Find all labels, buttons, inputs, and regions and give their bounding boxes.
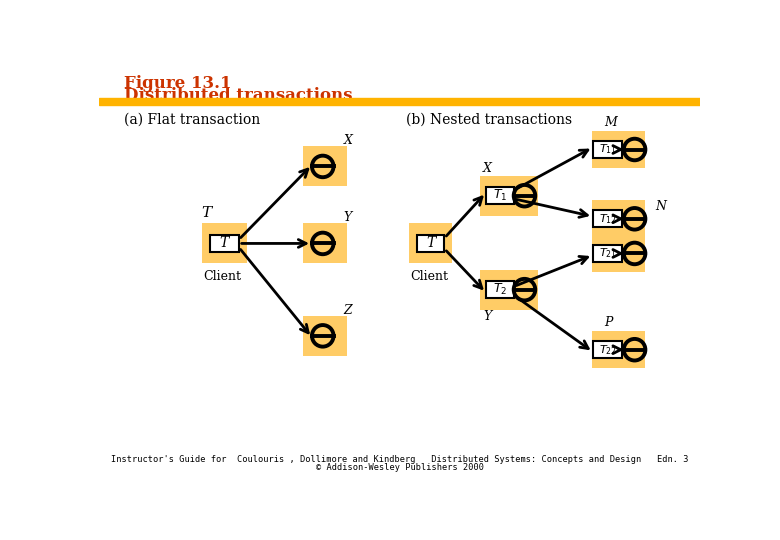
Text: Client: Client — [204, 271, 242, 284]
Bar — [592, 331, 644, 368]
Text: P: P — [604, 316, 612, 329]
Bar — [303, 224, 347, 264]
Bar — [409, 224, 452, 264]
Text: T: T — [426, 237, 435, 251]
Text: M: M — [604, 116, 616, 129]
Text: © Addison-Wesley Publishers 2000: © Addison-Wesley Publishers 2000 — [316, 463, 484, 472]
Text: T: T — [201, 206, 211, 220]
Text: Y: Y — [343, 211, 352, 224]
Text: X: X — [483, 162, 491, 175]
Bar — [593, 245, 622, 262]
Bar — [592, 235, 644, 272]
Text: T: T — [219, 237, 229, 251]
Text: Distributed transactions: Distributed transactions — [124, 87, 353, 104]
Bar — [417, 235, 445, 252]
Bar — [202, 224, 246, 264]
Bar — [303, 316, 347, 356]
Text: $T_{22}$: $T_{22}$ — [599, 343, 617, 356]
Bar — [593, 210, 622, 227]
Text: Z: Z — [343, 303, 352, 316]
Text: $T_{21}$: $T_{21}$ — [599, 247, 617, 260]
Text: Instructor's Guide for  Coulouris , Dollimore and Kindberg   Distributed Systems: Instructor's Guide for Coulouris , Dolli… — [111, 455, 689, 464]
Text: $T_1$: $T_1$ — [493, 188, 507, 203]
Bar — [480, 176, 538, 215]
Bar — [592, 131, 644, 168]
Bar — [303, 146, 347, 186]
Text: N: N — [655, 200, 666, 213]
Bar — [480, 269, 538, 309]
Bar — [592, 200, 644, 237]
Text: (b) Nested transactions: (b) Nested transactions — [406, 112, 572, 126]
Bar — [210, 235, 239, 252]
Bar — [486, 281, 514, 298]
Bar — [486, 187, 514, 204]
Text: (a) Flat transaction: (a) Flat transaction — [124, 112, 261, 126]
Bar — [593, 341, 622, 358]
Text: Client: Client — [410, 271, 448, 284]
Bar — [99, 98, 700, 105]
Text: Y: Y — [483, 310, 491, 323]
Text: $T_2$: $T_2$ — [493, 282, 507, 297]
Text: X: X — [343, 134, 353, 147]
Text: $T_{11}$: $T_{11}$ — [599, 143, 617, 157]
Bar — [593, 141, 622, 158]
Text: Figure 13.1: Figure 13.1 — [124, 75, 232, 92]
Text: $T_{12}$: $T_{12}$ — [599, 212, 617, 226]
